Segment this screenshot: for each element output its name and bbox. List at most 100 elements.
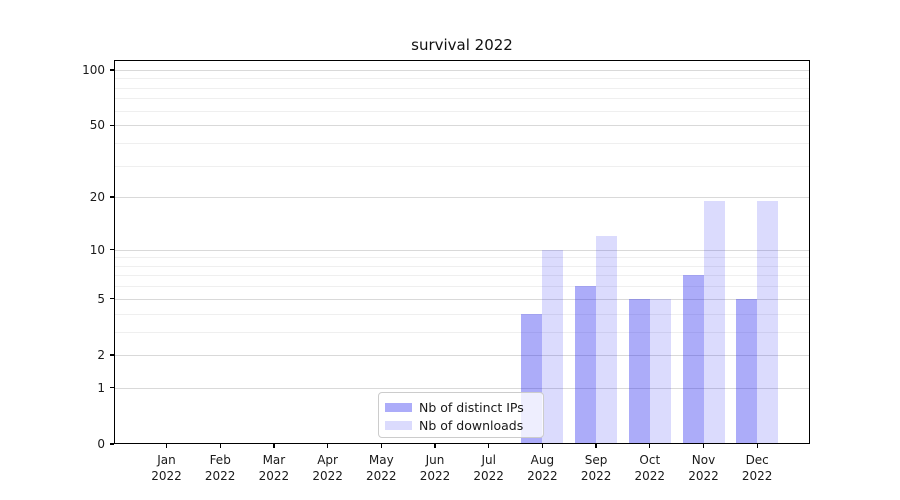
x-label-month: Oct bbox=[639, 453, 661, 467]
x-label-month: Aug bbox=[530, 453, 555, 467]
x-tick bbox=[219, 444, 221, 448]
x-tick bbox=[702, 444, 705, 448]
gridline-minor bbox=[114, 265, 810, 267]
x-tick-label: Jul 2022 bbox=[459, 452, 519, 484]
x-label-year: 2022 bbox=[312, 469, 343, 483]
x-tick bbox=[380, 444, 382, 448]
gridline-minor bbox=[114, 142, 810, 144]
x-label-year: 2022 bbox=[419, 469, 451, 483]
gridline-minor bbox=[114, 257, 810, 259]
x-tick bbox=[488, 444, 490, 448]
legend-swatch-downloads bbox=[385, 420, 412, 430]
gridline-minor bbox=[114, 87, 810, 89]
x-tick-label: May 2022 bbox=[351, 452, 411, 484]
gridline-minor bbox=[114, 286, 810, 288]
x-label-month: Nov bbox=[691, 453, 716, 467]
x-tick bbox=[434, 444, 436, 448]
x-tick-label: Mar 2022 bbox=[244, 452, 304, 484]
plot-area bbox=[114, 60, 810, 444]
x-tick-label: Jun 2022 bbox=[405, 452, 465, 484]
y-tick-label: 20 bbox=[89, 190, 105, 205]
y-tick-label: 50 bbox=[89, 118, 105, 133]
gridline-major bbox=[114, 125, 810, 127]
x-label-year: 2022 bbox=[204, 469, 236, 483]
y-tick bbox=[110, 124, 114, 126]
x-label-month: Dec bbox=[745, 453, 769, 467]
bar-downloads-sep bbox=[596, 236, 618, 444]
gridline-minor bbox=[114, 78, 810, 80]
x-label-year: 2022 bbox=[366, 469, 397, 483]
x-label-month: Sep bbox=[584, 453, 608, 467]
y-tick bbox=[110, 354, 114, 356]
gridline-minor bbox=[114, 98, 810, 100]
x-tick-label: Jan 2022 bbox=[137, 452, 197, 484]
x-label-year: 2022 bbox=[688, 469, 719, 483]
gridline-minor bbox=[114, 313, 810, 315]
bar-distinct-ips-nov bbox=[682, 275, 704, 444]
x-tick bbox=[165, 444, 168, 448]
x-label-year: 2022 bbox=[741, 469, 773, 483]
x-tick bbox=[649, 444, 651, 448]
y-tick bbox=[110, 248, 114, 251]
gridline-major bbox=[114, 69, 810, 71]
legend-swatch-distinct-ips bbox=[385, 402, 412, 412]
y-tick bbox=[110, 69, 114, 71]
x-tick bbox=[756, 444, 758, 448]
legend-entry-distinct-ips: Nb of distinct IPs bbox=[385, 398, 537, 416]
legend-label-downloads: Nb of downloads bbox=[419, 417, 524, 433]
gridline-minor bbox=[114, 275, 810, 277]
x-tick bbox=[541, 444, 544, 448]
x-tick bbox=[595, 444, 597, 448]
x-tick-label: Nov 2022 bbox=[674, 452, 734, 484]
x-tick-label: Dec 2022 bbox=[727, 452, 787, 484]
x-tick bbox=[273, 444, 275, 448]
bar-distinct-ips-sep bbox=[575, 286, 597, 444]
x-label-month: May bbox=[368, 453, 394, 467]
bar-downloads-aug bbox=[542, 249, 564, 444]
gridline-major bbox=[114, 298, 810, 300]
x-label-month: Apr bbox=[317, 453, 338, 467]
x-tick-label: Apr 2022 bbox=[298, 452, 358, 484]
x-tick-label: Feb 2022 bbox=[190, 452, 250, 484]
gridline-minor bbox=[114, 110, 810, 112]
y-tick-label: 1 bbox=[97, 380, 105, 395]
gridline-major bbox=[114, 197, 810, 199]
y-tick-label: 100 bbox=[82, 62, 105, 77]
x-label-month: Feb bbox=[209, 453, 231, 467]
x-tick bbox=[326, 444, 329, 448]
bar-downloads-oct bbox=[649, 298, 671, 444]
bar-downloads-nov bbox=[703, 201, 725, 444]
gridline-minor bbox=[114, 331, 810, 333]
bar-downloads-dec bbox=[757, 201, 779, 444]
bar-distinct-ips-dec bbox=[736, 298, 758, 444]
y-tick bbox=[110, 387, 114, 389]
x-label-month: Jan bbox=[157, 453, 176, 467]
x-label-year: 2022 bbox=[634, 469, 666, 483]
bar-distinct-ips-oct bbox=[628, 298, 650, 444]
x-label-year: 2022 bbox=[151, 469, 182, 483]
x-tick-label: Oct 2022 bbox=[620, 452, 680, 484]
y-tick bbox=[110, 443, 114, 445]
gridline-major bbox=[114, 387, 810, 389]
x-label-month: Mar bbox=[262, 453, 286, 467]
x-tick-label: Sep 2022 bbox=[566, 452, 626, 484]
y-tick-label: 2 bbox=[97, 347, 105, 362]
gridline-minor bbox=[114, 165, 810, 167]
y-tick bbox=[110, 298, 114, 300]
legend: Nb of distinct IPs Nb of downloads bbox=[378, 392, 544, 438]
x-label-month: Jun bbox=[425, 453, 445, 467]
y-tick-label: 0 bbox=[97, 437, 105, 451]
x-label-year: 2022 bbox=[580, 469, 612, 483]
x-label-month: Jul bbox=[481, 453, 496, 467]
legend-entry-downloads: Nb of downloads bbox=[385, 416, 537, 434]
gridline-major bbox=[114, 249, 810, 251]
x-label-year: 2022 bbox=[473, 469, 504, 483]
y-tick-label: 5 bbox=[97, 291, 105, 306]
x-label-year: 2022 bbox=[258, 469, 290, 483]
x-label-year: 2022 bbox=[527, 469, 558, 483]
y-tick bbox=[110, 196, 114, 198]
x-tick-label: Aug 2022 bbox=[512, 452, 572, 484]
legend-label-distinct-ips: Nb of distinct IPs bbox=[419, 399, 524, 415]
y-tick-label: 10 bbox=[89, 242, 105, 257]
